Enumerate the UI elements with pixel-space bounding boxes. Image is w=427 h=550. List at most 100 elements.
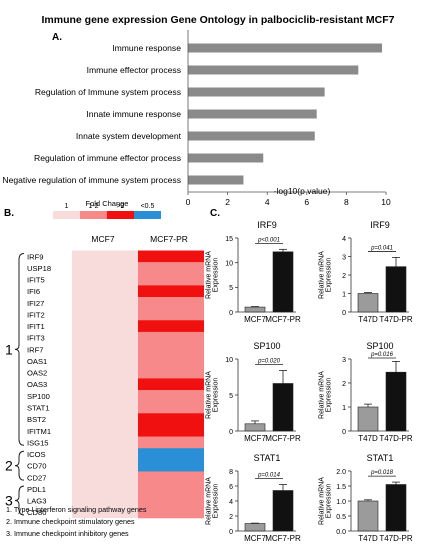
heatmap: IRF9 USP18 IFIT5 IFI6 IFI27 IFIT2 IFIT1 IFIT3 IR…	[5, 250, 204, 519]
panel-a-letter: A.	[52, 32, 62, 43]
y-axis-label-line-1: Relative mRNA	[205, 477, 212, 525]
y-tick-label: 2.0	[336, 469, 346, 476]
go-term-bar	[188, 43, 383, 53]
panel-b-letter: B.	[4, 208, 14, 219]
y-axis-label-line-2: Expression	[326, 484, 333, 519]
p-value-label: p=0.016	[370, 352, 394, 358]
y-axis-label: Relative mRNAExpression	[205, 371, 219, 419]
gene-label: CD80	[27, 508, 46, 517]
legend-swatch	[80, 211, 107, 219]
legend-title: Fold Change	[86, 199, 129, 208]
y-tick-label: 2	[342, 273, 346, 280]
legend-label: 1	[65, 203, 69, 210]
go-term-bar	[188, 131, 315, 141]
expression-bar	[272, 251, 294, 313]
go-term-bar	[188, 109, 317, 119]
y-tick-label: 0	[342, 310, 346, 317]
y-axis-label-line-2: Expression	[213, 484, 220, 519]
gene-label: OAS1	[27, 357, 47, 366]
heatmap-cell	[138, 331, 204, 344]
group-number: 2	[5, 458, 13, 474]
expression-bar	[357, 293, 379, 313]
gene-label: IFITM1	[27, 427, 51, 436]
x-category-label: MCF7	[244, 534, 266, 543]
heatmap-cell	[138, 390, 204, 402]
panel-a-xlabel: -log10(p value)	[274, 186, 331, 196]
gene-label: IFI6	[27, 287, 40, 296]
go-term-label: Immune effector process	[87, 65, 181, 75]
y-axis-label: Relative mRNAExpression	[318, 251, 332, 299]
go-term-label: Innate immune response	[86, 109, 181, 119]
y-tick-label: 0.0	[336, 529, 346, 536]
panel-a-chart: Immune response Immune effector process Re…	[2, 30, 391, 207]
footnote-2: 2. Immune checkpoint stimulatory genes	[6, 517, 135, 526]
y-tick-label: 15	[225, 236, 233, 243]
y-tick-label: 6	[229, 484, 233, 491]
footnote-3: 3. Immune checkpoint inhibitory genes	[6, 529, 129, 538]
y-tick-label: 1.0	[336, 499, 346, 506]
y-tick-label: 3	[342, 357, 346, 364]
heatmap-column-mcf7	[72, 250, 138, 518]
y-tick-label: 1.5	[336, 484, 346, 491]
footnote-1: 1. Type I interferon signaling pathway g…	[6, 505, 147, 514]
expression-bar	[244, 306, 266, 313]
y-axis-label: Relative mRNAExpression	[318, 477, 332, 525]
gene-label: PDL1	[27, 485, 46, 494]
gene-label: IFI27	[27, 299, 44, 308]
legend-swatch	[53, 211, 80, 219]
y-tick-label: 1	[342, 405, 346, 412]
x-category-label: T47D	[358, 315, 378, 324]
heatmap-cell	[138, 285, 204, 298]
x-category-label: MCF7-PR	[265, 315, 301, 324]
expression-bar	[385, 484, 407, 532]
chart-title: IRF9	[370, 220, 390, 230]
go-term-label: Negative regulation of immune system pro…	[2, 175, 181, 185]
gene-label: BST2	[27, 415, 46, 424]
y-axis-label-line-2: Expression	[326, 258, 333, 293]
y-axis-label-line-1: Relative mRNA	[205, 371, 212, 419]
x-tick-label: 4	[265, 197, 270, 207]
legend-label: 1-2	[88, 203, 98, 210]
panel-c-letter: C.	[210, 208, 220, 219]
heatmap-cell	[138, 424, 204, 437]
go-term-bar	[188, 175, 244, 185]
x-category-label: T47D-PR	[379, 315, 413, 324]
expression-bar	[244, 523, 266, 532]
y-tick-label: 0.5	[336, 514, 346, 521]
go-term-label: Immune response	[112, 43, 181, 53]
legend-swatch	[134, 211, 161, 219]
x-tick-label: 10	[381, 197, 391, 207]
y-axis-label: Relative mRNAExpression	[205, 477, 219, 525]
expression-chart: IRF9 0 1 2 3 4 Relative mRNAExpression T47D T47D…	[318, 220, 413, 324]
x-category-label: T47D	[358, 534, 378, 543]
heatmap-cell	[138, 262, 204, 275]
expression-bar	[244, 423, 266, 432]
group-number: 3	[5, 493, 13, 509]
y-tick-label: 10	[225, 357, 233, 364]
heatmap-cell	[138, 366, 204, 379]
gene-label: ICOS	[27, 450, 46, 459]
y-tick-label: 4	[229, 499, 233, 506]
heatmap-cell	[138, 250, 204, 263]
y-tick-label: 3	[342, 254, 346, 261]
gene-label: IRF7	[27, 345, 43, 354]
group-bracket	[14, 253, 25, 446]
gene-label: IRF9	[27, 252, 43, 261]
expression-chart: STAT1 0.0 0.5 1.0 1.5 2.0 Relative mRNAExpress…	[318, 453, 413, 543]
fold-change-legend: 1 1-2 >2 <0.5	[53, 203, 161, 219]
expression-bar	[385, 371, 407, 432]
expression-bar	[272, 490, 294, 532]
heatmap-cell	[138, 273, 204, 286]
y-tick-label: 0	[229, 529, 233, 536]
gene-label: IFIT5	[27, 276, 45, 285]
y-axis-label: Relative mRNAExpression	[318, 371, 332, 419]
x-category-label: T47D-PR	[379, 434, 413, 443]
heatmap-cell	[138, 494, 204, 507]
y-tick-label: 4	[342, 236, 346, 243]
expression-bar	[385, 266, 407, 313]
group-number: 1	[5, 341, 13, 357]
heatmap-cell	[138, 436, 204, 449]
y-axis-label-line-2: Expression	[213, 258, 220, 293]
legend-label: <0.5	[141, 203, 155, 210]
